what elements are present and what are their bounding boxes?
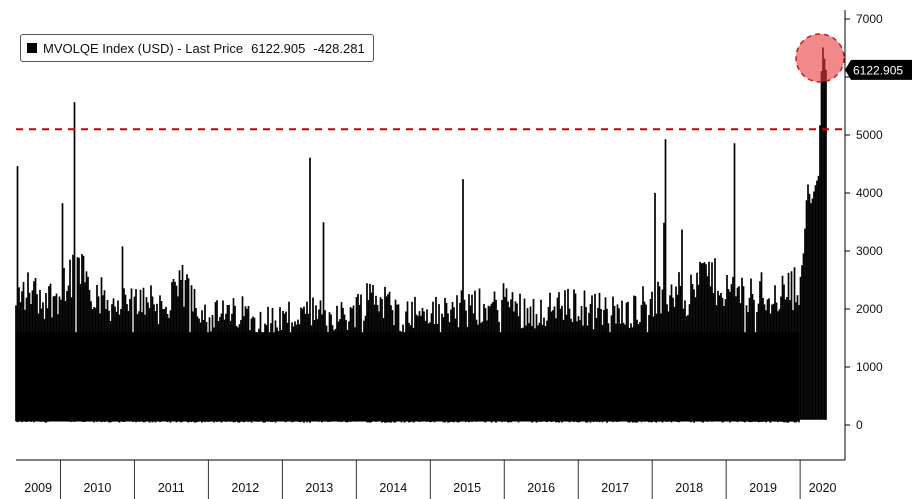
- x-tick-label: 2019: [749, 481, 777, 495]
- y-tick-label: 4000: [856, 186, 883, 200]
- legend-swatch: [27, 43, 37, 53]
- x-tick-label: 2014: [379, 481, 407, 495]
- x-tick-label: 2012: [231, 481, 259, 495]
- x-tick-label: 2011: [158, 481, 185, 495]
- legend-series-name: MVOLQE Index (USD) - Last Price: [43, 40, 244, 56]
- y-tick-label: 5000: [856, 128, 883, 142]
- legend-box: MVOLQE Index (USD) - Last Price 6122.905…: [20, 34, 374, 62]
- x-tick-label: 2020: [809, 481, 837, 495]
- x-tick-label: 2015: [453, 481, 481, 495]
- price-bar-body: [16, 332, 799, 422]
- y-tick-label: 2000: [856, 302, 883, 316]
- y-tick-label: 7000: [856, 12, 883, 26]
- x-tick-label: 2017: [601, 481, 629, 495]
- x-tick-label: 2009: [24, 481, 52, 495]
- y-tick-label: 1000: [856, 360, 883, 374]
- last-price-tag-shape: [845, 59, 912, 80]
- legend-last-value: 6122.905: [251, 40, 306, 56]
- bars-group: [15, 47, 827, 423]
- last-price-tag: 6122.905: [845, 59, 912, 80]
- x-tick-label: 2016: [527, 481, 555, 495]
- y-tick-label: 3000: [856, 244, 883, 258]
- x-tick-label: 2018: [675, 481, 703, 495]
- highlight-circle: [795, 33, 845, 83]
- legend-change: -428.281: [313, 40, 365, 56]
- last-price-tag-text: 6122.905: [853, 63, 903, 77]
- x-tick-label: 2010: [83, 481, 111, 495]
- y-axis: 0 1000 2000 3000 4000 5000 7000: [845, 12, 883, 432]
- y-tick-label: 0: [856, 418, 863, 432]
- x-axis: 2009 2010 2011 2012 2013 2014 2015 2016 2017 2018…: [24, 460, 837, 499]
- x-tick-label: 2013: [305, 481, 333, 495]
